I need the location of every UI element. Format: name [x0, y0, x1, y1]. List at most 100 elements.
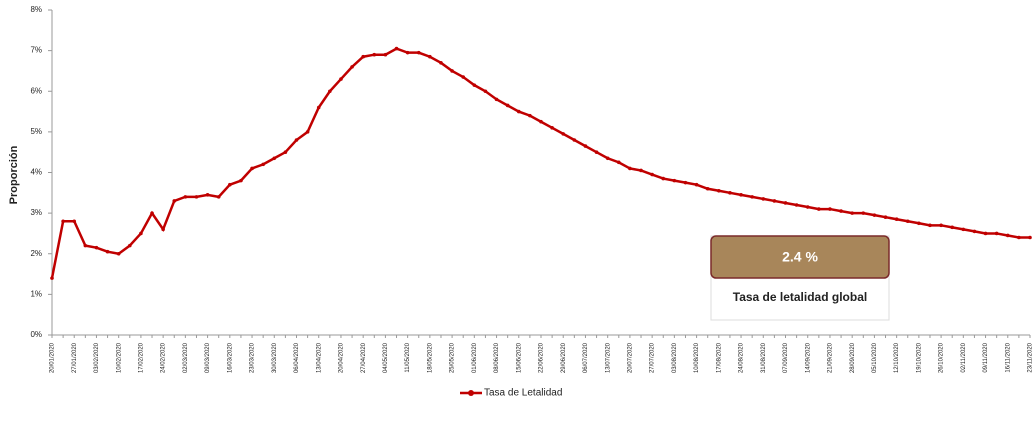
data-point: [272, 156, 277, 161]
data-point: [361, 54, 365, 59]
x-tick-label: 17/02/2020: [138, 342, 144, 373]
x-tick-label: 10/08/2020: [694, 342, 700, 373]
x-tick-label: 08/06/2020: [494, 342, 500, 373]
x-tick-label: 15/06/2020: [516, 342, 522, 373]
x-tick-label: 02/11/2020: [961, 342, 967, 372]
x-tick-label: 10/02/2020: [116, 342, 122, 373]
data-point: [461, 75, 466, 79]
data-point: [972, 229, 977, 234]
data-point: [416, 50, 421, 55]
data-point: [839, 209, 843, 213]
x-tick-label: 18/05/2020: [427, 342, 433, 373]
x-tick-label: 31/08/2020: [761, 342, 767, 373]
data-point: [61, 219, 65, 224]
data-point: [994, 231, 999, 236]
data-point: [761, 197, 766, 201]
data-point: [139, 231, 143, 236]
x-tick-label: 02/03/2020: [183, 342, 189, 373]
x-tick-label: 09/11/2020: [983, 342, 989, 372]
x-tick-label: 20/04/2020: [339, 342, 345, 373]
data-point: [1005, 233, 1010, 238]
data-point: [572, 138, 577, 142]
x-tick-label: 14/09/2020: [805, 342, 811, 373]
data-point: [383, 52, 388, 57]
data-point: [472, 83, 477, 87]
data-point: [616, 160, 621, 165]
data-point: [116, 251, 121, 256]
data-point: [794, 203, 799, 207]
data-point: [861, 211, 866, 215]
data-point: [772, 199, 777, 203]
data-point: [850, 211, 854, 215]
x-tick-label: 23/03/2020: [250, 342, 256, 373]
x-tick-label: 30/03/2020: [272, 342, 278, 373]
data-point: [205, 193, 210, 197]
data-point: [728, 191, 732, 195]
data-point: [894, 217, 899, 222]
x-tick-label: 01/06/2020: [472, 342, 478, 373]
x-tick-label: 23/11/2020: [1028, 342, 1034, 372]
data-point: [928, 223, 932, 228]
data-point: [528, 113, 532, 118]
data-point: [494, 97, 499, 102]
x-tick-label: 09/03/2020: [205, 342, 211, 373]
x-tick-label: 12/10/2020: [894, 342, 900, 373]
data-point: [650, 172, 654, 177]
annotation-header: [710, 235, 890, 279]
x-tick-label: 25/05/2020: [450, 342, 456, 373]
data-point: [239, 178, 243, 183]
y-tick-label: 1%: [30, 289, 42, 298]
data-point: [261, 162, 265, 167]
x-tick-label: 03/02/2020: [94, 342, 100, 373]
legend-marker: [468, 390, 474, 396]
data-point: [605, 156, 610, 161]
x-tick-label: 28/09/2020: [850, 342, 856, 373]
x-tick-label: 11/05/2020: [405, 342, 411, 372]
x-tick-label: 17/08/2020: [716, 342, 722, 373]
data-point: [405, 50, 410, 55]
data-point: [661, 176, 666, 181]
data-point: [550, 126, 554, 130]
data-point: [339, 77, 343, 81]
data-point: [516, 109, 521, 114]
x-tick-label: 05/10/2020: [872, 342, 878, 373]
data-point: [450, 69, 454, 73]
x-tick-label: 16/11/2020: [1005, 342, 1011, 372]
data-point: [294, 138, 299, 142]
x-tick-label: 03/08/2020: [672, 342, 678, 373]
data-point: [194, 195, 199, 199]
data-point: [961, 227, 966, 232]
data-point: [594, 150, 599, 154]
data-point: [505, 103, 510, 108]
x-tick-label: 04/05/2020: [383, 342, 389, 373]
x-tick-label: 20/07/2020: [627, 342, 633, 373]
data-point: [127, 243, 132, 248]
data-point: [639, 168, 643, 173]
y-tick-label: 5%: [30, 127, 42, 136]
x-tick-label: 20/01/2020: [50, 342, 56, 373]
data-point: [1028, 235, 1032, 240]
data-point: [917, 221, 921, 226]
x-tick-label: 27/04/2020: [361, 342, 367, 373]
data-point: [783, 201, 788, 205]
data-point: [105, 249, 110, 254]
data-point: [372, 52, 377, 57]
x-tick-label: 07/09/2020: [783, 342, 789, 373]
annotation: 2.4 % Tasa de letalidad global: [710, 235, 890, 321]
data-point: [94, 245, 99, 250]
y-tick-label: 2%: [30, 249, 42, 258]
y-tick-label: 3%: [30, 208, 42, 217]
data-point: [394, 46, 399, 51]
data-point: [883, 215, 888, 219]
annotation-text: Tasa de letalidad global: [733, 290, 867, 304]
x-tick-label: 24/02/2020: [161, 342, 167, 373]
data-point: [428, 54, 432, 59]
x-tick-label: 19/10/2020: [916, 342, 922, 373]
x-tick-label: 27/07/2020: [650, 342, 656, 373]
y-tick-label: 7%: [30, 46, 42, 55]
data-point: [628, 166, 632, 171]
data-point: [583, 144, 588, 148]
x-tick-label: 06/07/2020: [583, 342, 589, 373]
data-point: [328, 89, 332, 94]
data-point: [750, 195, 754, 199]
